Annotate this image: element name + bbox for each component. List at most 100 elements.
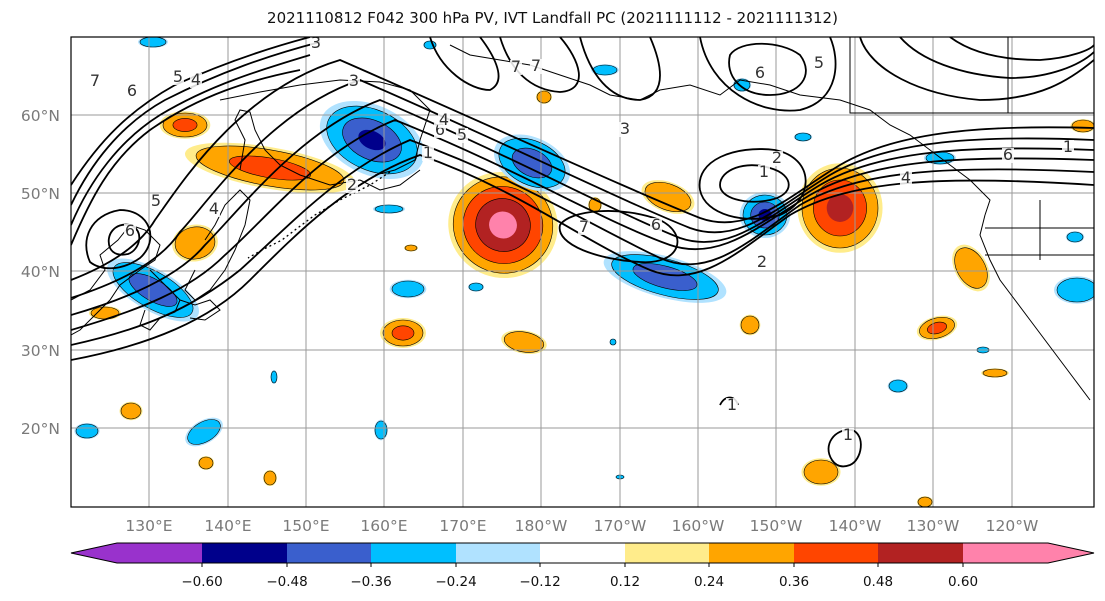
colorbar-segment bbox=[287, 543, 371, 563]
contour-label-bg bbox=[726, 398, 738, 413]
contour-label-bg bbox=[346, 178, 358, 193]
shading-region bbox=[263, 470, 277, 486]
shading-region bbox=[803, 459, 839, 485]
contour-label-bg bbox=[190, 73, 202, 88]
colorbar-extend-right bbox=[963, 543, 1094, 563]
shading-region bbox=[511, 147, 553, 179]
contour-label-bg bbox=[310, 37, 322, 51]
lat-label: 50°N bbox=[21, 185, 60, 203]
contour-label-bg bbox=[208, 202, 220, 217]
plot-frame bbox=[70, 36, 1095, 508]
colorbar-tick-label: −0.12 bbox=[519, 574, 560, 590]
shading-region bbox=[1066, 231, 1084, 243]
pv-contours bbox=[71, 37, 1094, 468]
shading-region bbox=[139, 37, 167, 48]
colorbar-tick-label: 0.12 bbox=[610, 574, 640, 590]
lon-label: 150°W bbox=[750, 517, 803, 535]
lon-label: 160°E bbox=[360, 517, 407, 535]
contour-label: 6 bbox=[127, 81, 137, 100]
contour-label: 1 bbox=[1063, 137, 1073, 156]
contour-label-bg bbox=[89, 74, 101, 89]
contour-label-bg bbox=[758, 165, 770, 180]
colorbar-segment bbox=[878, 543, 963, 563]
lon-label: 140°E bbox=[204, 517, 251, 535]
lon-label: 180°W bbox=[515, 517, 568, 535]
shading-region bbox=[644, 181, 692, 213]
shading-region bbox=[489, 211, 517, 239]
shading-region bbox=[609, 338, 617, 346]
contour-label-bg bbox=[900, 171, 912, 186]
lon-label: 120°W bbox=[986, 517, 1039, 535]
shading-region bbox=[404, 244, 418, 252]
latitude-labels: 60°N 50°N 40°N 30°N 20°N bbox=[21, 107, 60, 438]
contour-label: 4 bbox=[191, 70, 201, 89]
coastlines bbox=[71, 37, 1094, 401]
contour-label: 7 bbox=[90, 71, 100, 90]
contour-label-bg bbox=[126, 84, 138, 99]
contour-label: 5 bbox=[173, 67, 183, 86]
contour-label-bg bbox=[650, 218, 662, 233]
contour-label: 3 bbox=[349, 71, 359, 90]
contour-label: 5 bbox=[457, 125, 467, 144]
lat-label: 60°N bbox=[21, 107, 60, 125]
contour-label-bg bbox=[771, 151, 783, 166]
colorbar-segment bbox=[71, 543, 202, 563]
contour-label-bg bbox=[813, 56, 825, 71]
colorbar-tick-label: 0.36 bbox=[779, 574, 809, 590]
shading-region bbox=[468, 282, 484, 292]
contour-label: 3 bbox=[620, 119, 630, 138]
contour-label: 1 bbox=[727, 395, 737, 414]
shading-region bbox=[391, 325, 415, 341]
contour-label: 6 bbox=[651, 215, 661, 234]
shading-region bbox=[374, 204, 404, 214]
contour-label: 5 bbox=[814, 53, 824, 72]
shading-region bbox=[90, 306, 120, 320]
shading-region bbox=[198, 456, 214, 470]
lon-label: 150°E bbox=[282, 517, 329, 535]
lon-label: 170°W bbox=[594, 517, 647, 535]
colorbar-segment bbox=[794, 543, 878, 563]
shading-region bbox=[391, 280, 425, 298]
contour-label-bg bbox=[172, 70, 184, 85]
shading-region bbox=[592, 64, 618, 76]
map-title: 2021110812 F042 300 hPa PV, IVT Landfall… bbox=[267, 9, 838, 27]
contour-label: 7 bbox=[579, 217, 589, 236]
contour-label-bg bbox=[124, 224, 136, 239]
lat-label: 20°N bbox=[21, 420, 60, 438]
contour-label-bg bbox=[150, 194, 162, 209]
contour-label: 4 bbox=[209, 199, 219, 218]
shading-region bbox=[740, 315, 760, 335]
colorbar-tick-label: −0.48 bbox=[266, 574, 307, 590]
shading-region bbox=[174, 226, 216, 260]
colorbar-tick-label: −0.36 bbox=[350, 574, 391, 590]
shading-region bbox=[954, 247, 988, 289]
lat-label: 30°N bbox=[21, 342, 60, 360]
shading-region bbox=[917, 496, 933, 507]
colorbar-segment bbox=[709, 543, 794, 563]
contour-label: 2 bbox=[757, 252, 767, 271]
shading-region bbox=[888, 379, 908, 393]
contour-label: 3 bbox=[311, 33, 321, 52]
contour-label-bg bbox=[1002, 148, 1014, 163]
contour-label-bg bbox=[510, 60, 522, 75]
colorbar-segment bbox=[456, 543, 540, 563]
shading-region bbox=[503, 331, 545, 353]
contour-label-bg bbox=[754, 66, 766, 81]
shading-region bbox=[794, 132, 812, 142]
lon-label: 170°E bbox=[439, 517, 486, 535]
shading-region bbox=[1071, 119, 1094, 133]
shading-region bbox=[826, 194, 854, 222]
colorbar-tick-label: 0.60 bbox=[948, 574, 978, 590]
contour-label-bg bbox=[1062, 140, 1074, 155]
plot-area bbox=[71, 37, 1094, 507]
lon-label: 140°W bbox=[829, 517, 882, 535]
colorbar-outline bbox=[70, 542, 1095, 564]
date-line bbox=[247, 171, 391, 259]
contour-label: 6 bbox=[755, 63, 765, 82]
colorbar-tick-label: 0.24 bbox=[694, 574, 724, 590]
contour-label-bg bbox=[578, 220, 590, 235]
contour-label: 2 bbox=[347, 175, 357, 194]
colorbar-segment bbox=[371, 543, 456, 563]
